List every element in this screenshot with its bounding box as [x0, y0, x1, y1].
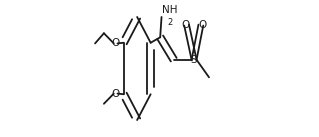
Text: O: O [111, 38, 120, 48]
Text: O: O [198, 20, 206, 30]
Text: S: S [191, 55, 197, 65]
Text: O: O [111, 89, 120, 99]
Text: 2: 2 [168, 18, 173, 27]
Text: O: O [181, 20, 189, 30]
Text: NH: NH [161, 5, 177, 15]
